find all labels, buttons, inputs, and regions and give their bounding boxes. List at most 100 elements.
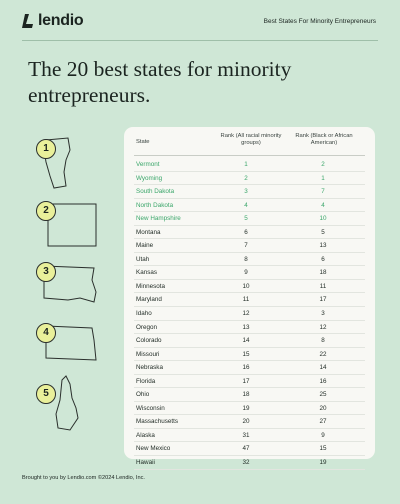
row-divider	[134, 373, 365, 375]
cell-rank-black: 4	[321, 201, 325, 209]
cell-rank-all: 14	[242, 337, 250, 345]
cell-state: Ohio	[136, 391, 150, 399]
cell-state: Oregon	[136, 323, 158, 331]
rank-badge-5: 5	[36, 384, 56, 404]
rank-badge-2: 2	[36, 201, 56, 221]
row-divider	[134, 292, 365, 294]
cell-rank-all: 19	[242, 404, 250, 412]
row-divider	[134, 211, 365, 213]
cell-state: Wyoming	[136, 174, 163, 182]
cell-rank-all: 31	[242, 431, 250, 439]
table-row: Idaho 12 3	[124, 307, 375, 321]
table-row: Minnesota 10 11	[124, 280, 375, 294]
cell-rank-black: 14	[319, 364, 327, 372]
row-divider	[134, 468, 365, 470]
cell-rank-all: 18	[242, 391, 250, 399]
cell-state: Florida	[136, 377, 156, 385]
table-row: Florida 17 16	[124, 375, 375, 389]
row-divider	[134, 251, 365, 253]
row-divider	[134, 346, 365, 348]
cell-rank-black: 22	[319, 350, 327, 358]
row-divider	[134, 184, 365, 186]
table-row: Massachusetts 20 27	[124, 415, 375, 429]
cell-rank-black: 11	[319, 282, 327, 290]
cell-rank-all: 4	[244, 201, 248, 209]
footer-credit: Brought to you by Lendio.com ©2024 Lendi…	[22, 475, 145, 481]
cell-state: Vermont	[136, 161, 160, 168]
cell-state: Hawaii	[136, 459, 155, 467]
table-row: Utah 8 6	[124, 253, 375, 267]
cell-state: Maine	[136, 242, 154, 250]
row-divider	[134, 400, 365, 402]
cell-state: North Dakota	[136, 201, 174, 209]
cell-rank-black: 18	[319, 269, 327, 277]
cell-rank-black: 2	[321, 161, 325, 168]
cell-rank-black: 15	[319, 445, 327, 453]
cell-rank-black: 16	[319, 377, 327, 385]
rankings-table: State Rank (All racial minority groups) …	[124, 127, 375, 470]
cell-state: Idaho	[136, 310, 152, 318]
top-bar: lendio Best States For Minority Entrepre…	[0, 0, 400, 44]
table-header: State Rank (All racial minority groups) …	[124, 127, 375, 155]
cell-rank-all: 20	[242, 418, 250, 426]
cell-rank-black: 25	[319, 391, 327, 399]
cell-rank-black: 27	[319, 418, 327, 426]
cell-rank-all: 32	[242, 459, 250, 467]
new-hampshire-outline	[55, 375, 79, 431]
row-divider	[134, 360, 365, 362]
table-row: Colorado 14 8	[124, 334, 375, 348]
cell-state: New Mexico	[136, 445, 171, 453]
row-divider	[134, 441, 365, 443]
table-row: Vermont 1 2	[124, 158, 375, 172]
row-divider	[134, 306, 365, 308]
cell-rank-all: 7	[244, 242, 248, 250]
cell-rank-black: 19	[319, 459, 327, 467]
cell-rank-black: 12	[319, 323, 327, 331]
row-divider	[134, 455, 365, 457]
cell-state: New Hampshire	[136, 215, 181, 223]
cell-rank-all: 8	[244, 255, 248, 263]
header-rank-black: Rank (Black or African American)	[295, 133, 353, 146]
cell-rank-all: 9	[244, 269, 248, 277]
row-divider	[134, 427, 365, 429]
table-body: Vermont 1 2 Wyoming 2 1 South Dakota 3 7 North Da…	[124, 158, 375, 470]
cell-state: Montana	[136, 228, 161, 236]
north-dakota-outline	[45, 325, 97, 361]
cell-rank-all: 11	[242, 296, 250, 304]
header-divider-line	[134, 155, 365, 156]
table-row: Nebraska 16 14	[124, 361, 375, 375]
row-divider	[134, 387, 365, 389]
cell-rank-black: 20	[319, 404, 327, 412]
cell-rank-black: 8	[321, 337, 325, 345]
cell-rank-black: 7	[321, 188, 325, 196]
cell-state: Kansas	[136, 269, 158, 277]
table-row: Wyoming 2 1	[124, 172, 375, 186]
table-row: Montana 6 5	[124, 226, 375, 240]
header-state: State	[136, 139, 150, 145]
cell-rank-all: 10	[242, 282, 250, 290]
cell-rank-all: 1	[244, 161, 248, 168]
cell-state: Maryland	[136, 296, 162, 304]
cell-rank-all: 3	[244, 188, 248, 196]
cell-state: Wisconsin	[136, 404, 165, 412]
cell-state: South Dakota	[136, 188, 175, 196]
row-divider	[134, 170, 365, 172]
cell-rank-black: 13	[319, 242, 327, 250]
cell-rank-all: 16	[242, 364, 250, 372]
cell-rank-all: 2	[244, 174, 248, 182]
cell-rank-black: 10	[319, 215, 327, 223]
cell-rank-all: 13	[242, 323, 250, 331]
state-maps	[43, 137, 97, 431]
header-divider	[22, 40, 378, 41]
table-row: Alaska 31 9	[124, 429, 375, 443]
row-divider	[134, 197, 365, 199]
rank-badge-4: 4	[36, 323, 56, 343]
brand-name: lendio	[38, 12, 84, 29]
cell-state: Utah	[136, 255, 150, 263]
rank-badge-1: 1	[36, 139, 56, 159]
table-row: Hawaii 32 19	[124, 456, 375, 470]
header-rank-all: Rank (All racial minority groups)	[220, 133, 282, 146]
cell-rank-all: 12	[242, 310, 250, 318]
cell-rank-all: 17	[242, 377, 250, 385]
cell-rank-black: 6	[321, 255, 325, 263]
